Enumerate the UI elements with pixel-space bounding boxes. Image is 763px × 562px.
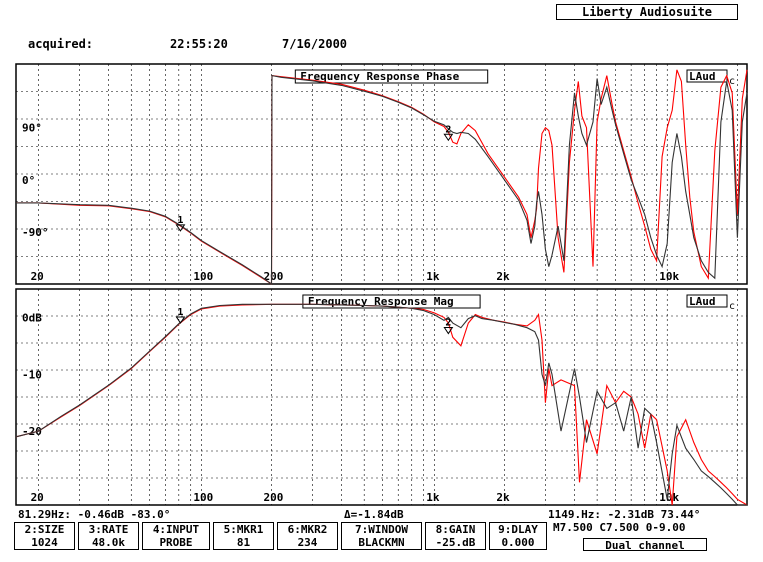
mkr2-key[interactable]: 6:MKR2 234 (277, 522, 338, 550)
gain-key-value: -25.dB (435, 536, 476, 549)
delay-key-value: 0.000 (501, 536, 535, 549)
y-tick-label: -20 (22, 425, 42, 438)
gain-key-label: 8:GAIN (435, 523, 476, 536)
mkr1-key-value: 81 (236, 536, 251, 549)
rate-key-value: 48.0k (91, 536, 126, 549)
rate-key-label: 3:RATE (88, 523, 129, 536)
mag-badge: LAud (689, 295, 716, 308)
marker2-readout: 1149.Hz: -2.31dB 73.44° (548, 508, 701, 521)
size-key-label: 2:SIZE (24, 523, 65, 536)
phase-title-box (294, 69, 489, 84)
x-tick-label: 10k (659, 270, 679, 283)
marker-1-label: 1 (177, 215, 183, 226)
input-key[interactable]: 4:INPUT PROBE (142, 522, 210, 550)
x-tick-label: 100 (193, 270, 213, 283)
delay-key-label: 9:DLAY (498, 523, 538, 536)
marker1-readout: 81.29Hz: -0.46dB -83.0° (18, 508, 171, 521)
y-tick-label: -90° (22, 226, 49, 239)
phase-chart: 90° 0° -90° 20 100 200 1k 2k 10k Frequency Respon… (15, 63, 748, 286)
marker-1-glyph (175, 224, 186, 232)
mkr1-key-label: 5:MKR1 (223, 523, 264, 536)
input-key-label: 4:INPUT (152, 523, 200, 536)
size-key-value: 1024 (31, 536, 58, 549)
window-key-label: 7:WINDOW (355, 523, 408, 536)
marker-2-glyph (443, 133, 454, 142)
mag-series-2 (15, 303, 747, 506)
mkr2-key-value: 234 (297, 536, 318, 549)
mag-channel-glyph: c (729, 301, 735, 312)
mkr2-key-label: 6:MKR2 (287, 523, 328, 536)
gain-key[interactable]: 8:GAIN -25.dB (425, 522, 486, 550)
size-key[interactable]: 2:SIZE 1024 (14, 522, 75, 550)
app-title: Liberty Audiosuite (556, 4, 738, 20)
input-key-value: PROBE (159, 536, 193, 549)
rate-key[interactable]: 3:RATE 48.0k (78, 522, 139, 550)
y-tick-label: 90° (22, 122, 42, 135)
mag-badge-box (686, 294, 728, 308)
x-tick-label: 100 (193, 491, 213, 504)
x-tick-label: 20 (31, 491, 44, 504)
phase-badge: LAud (689, 70, 716, 83)
mode-readout: M7.500 C7.500 0-9.00 (553, 521, 686, 534)
y-tick-label: 0dB (22, 311, 42, 324)
window-key-value: BLACKMN (358, 536, 405, 549)
channel-mode-button[interactable]: Dual channel (583, 538, 707, 552)
x-tick-label: 1k (426, 270, 440, 283)
acquired-label: acquired: (28, 37, 94, 51)
delay-key[interactable]: 9:DLAY 0.000 (489, 522, 547, 550)
marker-1-label: 1 (177, 307, 183, 318)
x-tick-label: 200 (264, 270, 284, 283)
x-tick-label: 200 (264, 491, 284, 504)
x-tick-label: 2k (496, 270, 510, 283)
x-tick-label: 20 (31, 270, 44, 283)
phase-title: Frequency Response Phase (300, 70, 459, 83)
x-tick-label: 2k (496, 491, 510, 504)
marker-2-glyph (443, 327, 454, 335)
x-tick-label: 10k (659, 491, 679, 504)
delta-readout: Δ=-1.84dB (344, 508, 404, 521)
mag-series-1 (15, 303, 748, 506)
marker-1-glyph (175, 316, 186, 324)
marker-2-label: 2 (445, 124, 451, 135)
y-tick-label: -10 (22, 368, 42, 381)
x-tick-label: 1k (426, 491, 440, 504)
window-key[interactable]: 7:WINDOW BLACKMN (341, 522, 422, 550)
acquired-time: 22:55:20 (170, 37, 228, 51)
marker-2-label: 2 (445, 318, 451, 329)
mkr1-key[interactable]: 5:MKR1 81 (213, 522, 274, 550)
plots-area: 90° 0° -90° 20 100 200 1k 2k 10k Frequency Respon… (15, 63, 748, 506)
phase-series-2 (16, 74, 748, 286)
y-tick-label: 0° (22, 174, 35, 187)
acquired-date: 7/16/2000 (282, 37, 348, 51)
phase-channel-glyph: c (729, 76, 735, 87)
